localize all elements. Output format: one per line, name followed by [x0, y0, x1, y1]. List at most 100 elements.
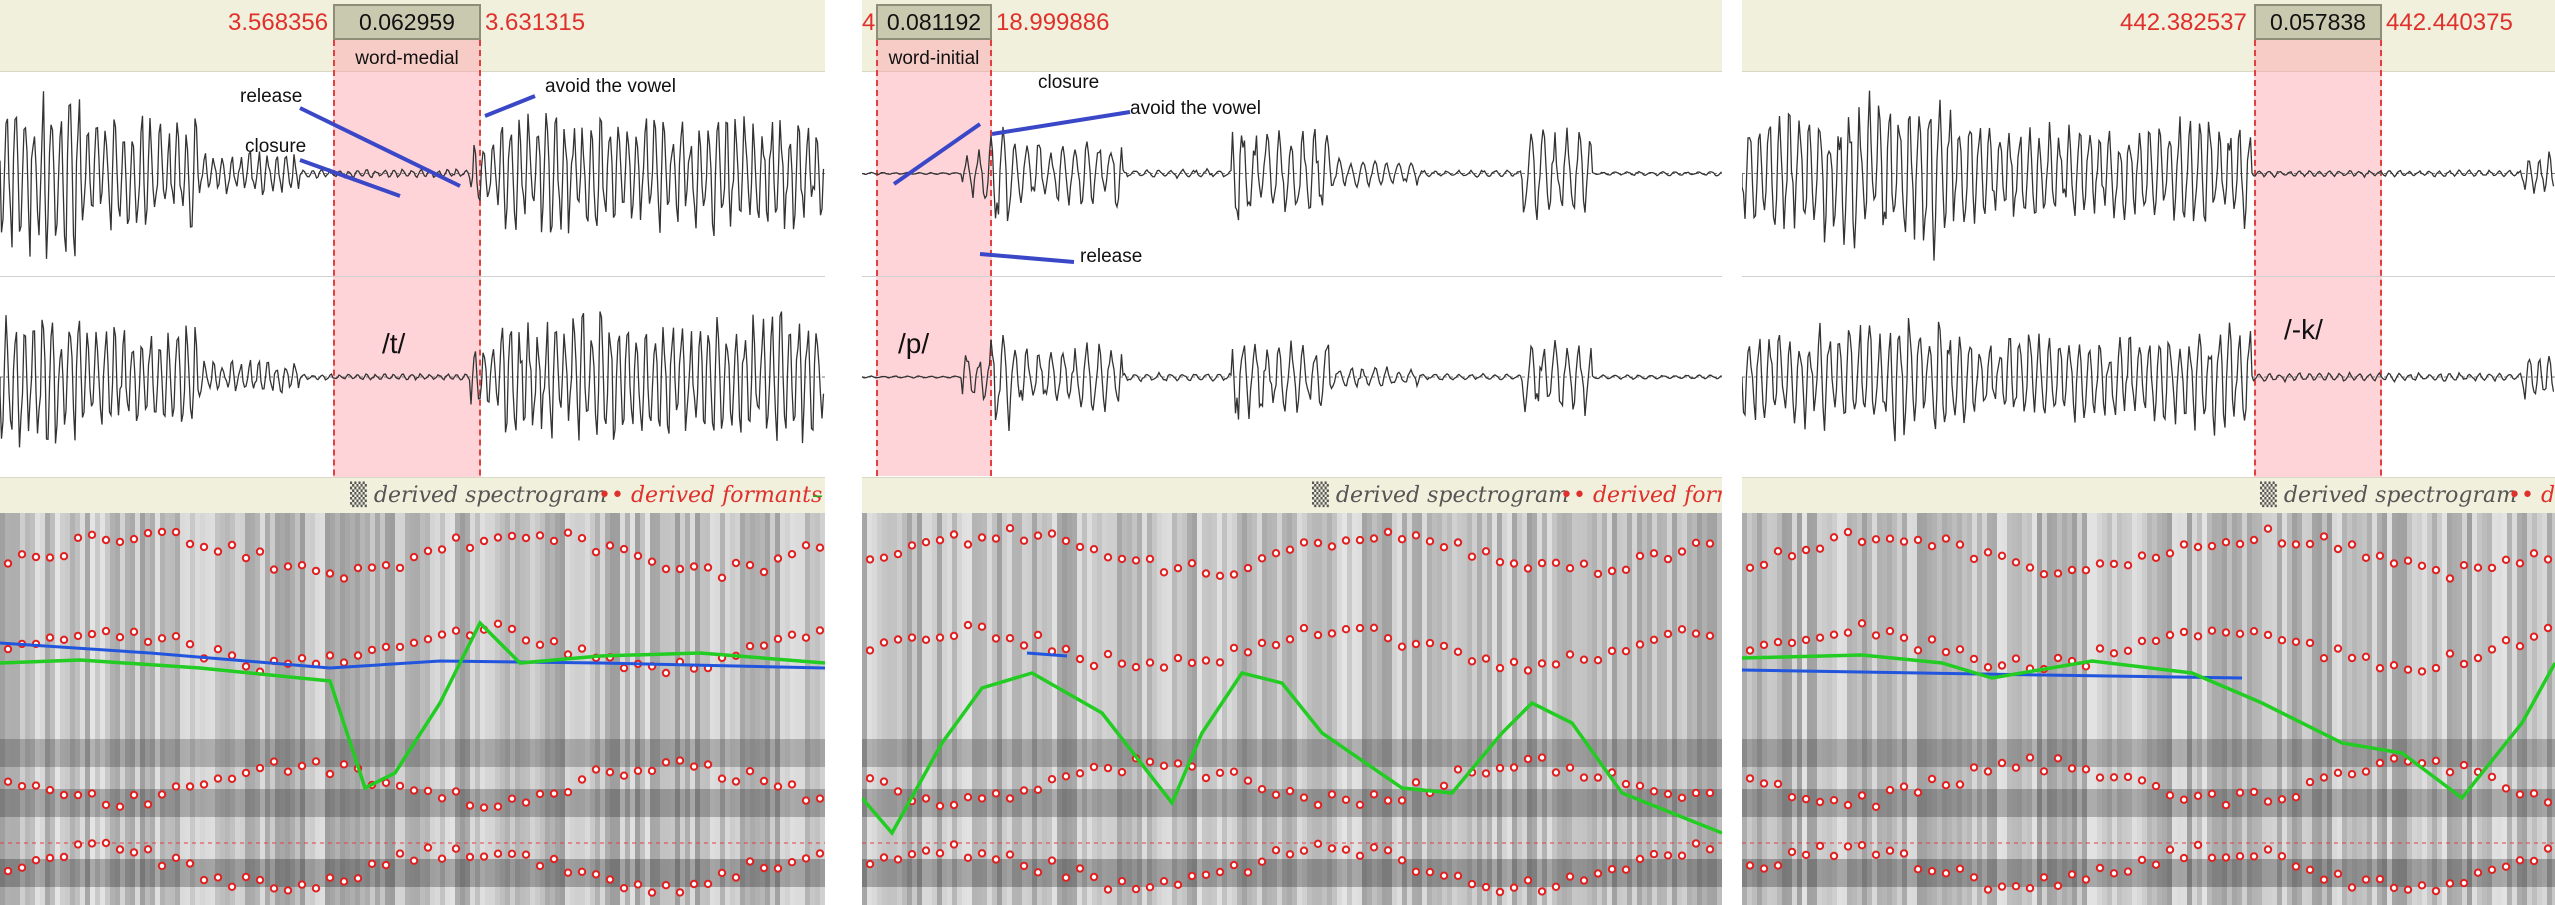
formant-dot [1019, 786, 1029, 795]
formant-dot [1677, 625, 1687, 634]
time-range-bar: 442.382537 0.057838 442.440375 [1742, 0, 2555, 72]
formant-dot [227, 540, 237, 550]
formant-dot [2011, 763, 2021, 772]
formant-dot [1327, 790, 1337, 799]
formant-dot [1495, 763, 1505, 773]
formant-dot [2389, 754, 2399, 763]
formant-dot [1383, 527, 1393, 537]
formant-dot [2193, 791, 2203, 800]
selection-duration-box[interactable]: 0.062959 [333, 4, 481, 40]
formant-dot [2263, 797, 2273, 806]
formant-dot [2487, 865, 2497, 874]
formant-dot [1019, 861, 1029, 871]
formant-dot [1677, 851, 1687, 860]
formant-dot [2095, 773, 2105, 782]
formant-dot [1829, 533, 1839, 542]
formant-dot [157, 527, 167, 537]
formant-dot [87, 629, 97, 639]
legend-derived-formants: •• de [2508, 483, 2555, 508]
formant-dot [171, 782, 181, 791]
formant-dot [1313, 800, 1323, 810]
formant-dot [59, 552, 69, 561]
formant-dot [773, 634, 783, 644]
formant-dot [479, 536, 489, 546]
formant-dot [1145, 883, 1155, 892]
formant-dot [2501, 555, 2511, 564]
formant-dot [2529, 789, 2539, 798]
formant-dot [2151, 553, 2161, 562]
formant-dot [1857, 619, 1867, 628]
formant-dot [2445, 879, 2455, 888]
formant-dot [1565, 650, 1575, 659]
formant-dot [1467, 552, 1477, 561]
spectrogram[interactable] [0, 513, 825, 905]
formant-dot [87, 789, 97, 798]
formant-dot [591, 765, 601, 774]
formant-dot [963, 853, 973, 862]
formant-dot [633, 766, 643, 775]
formant-dot [395, 849, 405, 858]
formant-dot [1341, 795, 1351, 804]
formant-dot [1117, 659, 1127, 668]
formant-dot [1509, 763, 1519, 772]
formant-dot [1969, 654, 1979, 664]
formant-dot [1649, 549, 1659, 558]
formant-dot [2347, 653, 2357, 663]
selection-duration-box[interactable]: 0.057838 [2254, 4, 2382, 40]
formant-dot [171, 527, 181, 537]
formant-dot [1787, 552, 1797, 561]
formant-dot [115, 537, 125, 547]
formant-dot [2305, 539, 2315, 549]
waveform-channel-1[interactable] [0, 72, 825, 275]
panel-word-initial: 4 0.081192 18.999886 word-initial /p/ ▒ … [862, 0, 1722, 905]
formant-dot [1355, 851, 1365, 860]
formant-dot [1537, 558, 1547, 568]
formant-dot [921, 794, 931, 803]
formant-dot [759, 776, 769, 786]
waveform-channel-2[interactable] [1742, 278, 2555, 476]
formant-dot [1467, 879, 1477, 889]
waveform-channel-2[interactable] [862, 278, 1722, 476]
formant-dot [1089, 872, 1099, 882]
formant-dot [2543, 844, 2553, 853]
formant-dot [213, 873, 223, 882]
formant-dot [101, 800, 111, 810]
formant-dot [199, 780, 209, 789]
range-start-label: 442.382537 [2120, 9, 2247, 36]
formant-dot [2291, 862, 2301, 871]
formant-dot [479, 803, 489, 812]
formant-dot [2053, 881, 2063, 890]
formant-dot [879, 553, 889, 562]
formant-dot [1691, 788, 1701, 798]
spectrogram[interactable] [862, 513, 1722, 905]
selection-region[interactable] [876, 40, 992, 476]
legend-spectrogram-text: derived spectrogram [2283, 483, 2517, 508]
formant-dot [2291, 540, 2301, 549]
formant-dot [605, 768, 615, 777]
formant-dot [1523, 564, 1533, 573]
formant-dot [1383, 796, 1393, 805]
formant-dot [3, 559, 13, 568]
waveform-channel-1[interactable] [862, 72, 1722, 275]
selection-duration-box[interactable]: 0.081192 [876, 4, 992, 40]
formant-dot [577, 775, 587, 784]
formant-dot [143, 637, 153, 647]
formant-dot [1983, 767, 1993, 776]
waveform-channel-2[interactable] [0, 278, 825, 476]
waveform-channel-1[interactable] [1742, 72, 2555, 275]
formant-dot [409, 856, 419, 865]
formant-dot [1089, 762, 1099, 772]
formant-dot [479, 852, 489, 861]
formant-dot [2459, 760, 2469, 770]
selection-tag: word-medial [355, 48, 459, 69]
formant-dot [101, 838, 111, 848]
formant-dot [171, 853, 181, 862]
formant-dot [1983, 548, 1993, 557]
spectrogram[interactable] [1742, 513, 2555, 905]
formant-dot [773, 864, 783, 873]
formant-dot [2165, 630, 2175, 640]
formant-dot [1061, 873, 1071, 882]
formant-dot [2501, 862, 2511, 871]
formant-dot [1411, 778, 1421, 787]
formant-dot [2123, 772, 2133, 782]
